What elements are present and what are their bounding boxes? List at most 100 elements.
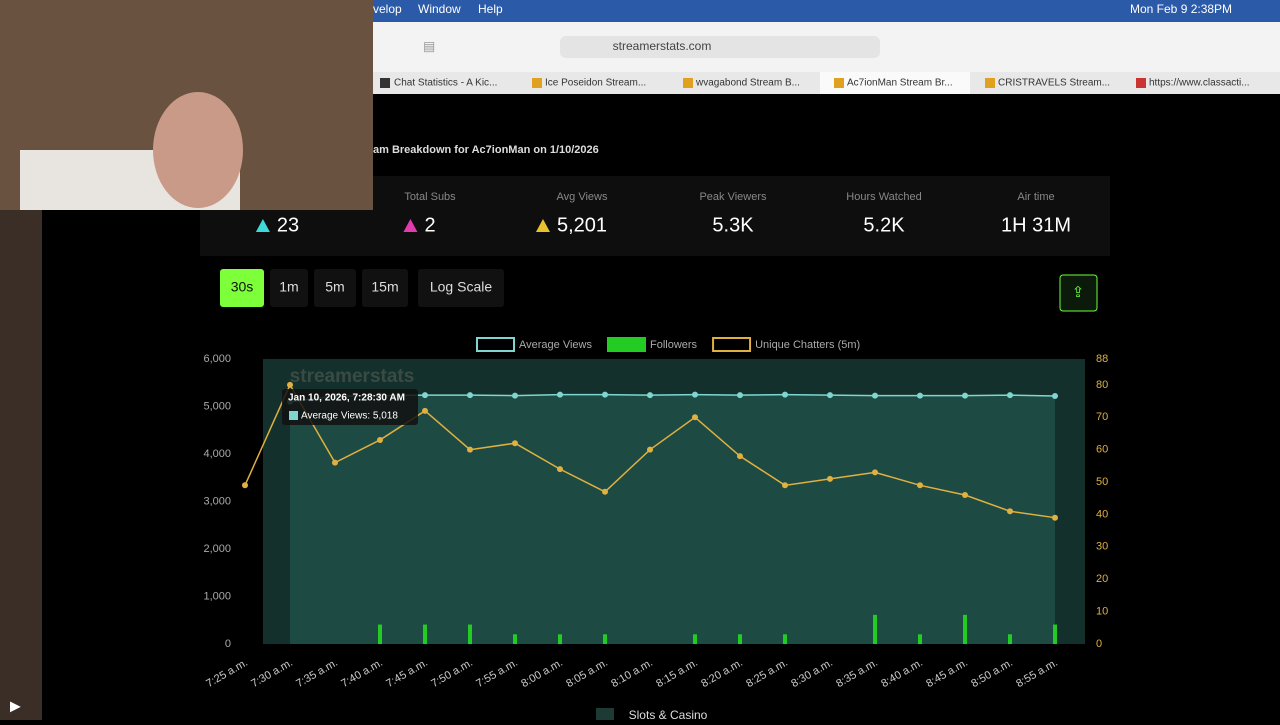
range-button[interactable] <box>314 269 356 307</box>
point[interactable] <box>1007 508 1013 515</box>
point[interactable] <box>467 446 473 453</box>
point[interactable] <box>1007 392 1013 399</box>
point[interactable] <box>602 391 608 398</box>
x-tick-label: 8:30 a.m. <box>789 657 835 690</box>
tab-title[interactable]: https://www.classacti... <box>1149 78 1250 89</box>
y-tick-label: 4,000 <box>203 448 231 460</box>
point[interactable] <box>692 391 698 398</box>
tooltip <box>282 389 418 425</box>
range-button-label[interactable]: 1m <box>279 279 298 295</box>
bar <box>738 634 742 644</box>
bar <box>873 614 877 644</box>
y2-tick-label: 40 <box>1096 508 1108 520</box>
range-button[interactable] <box>270 269 308 307</box>
range-button-label[interactable]: 30s <box>231 279 254 295</box>
point[interactable] <box>782 391 788 398</box>
point[interactable] <box>422 392 428 399</box>
point[interactable] <box>242 482 248 489</box>
sidebar-icon[interactable]: ▤ <box>423 38 435 53</box>
point[interactable] <box>557 391 563 398</box>
point[interactable] <box>782 482 788 489</box>
point[interactable] <box>422 407 428 414</box>
point[interactable] <box>737 392 743 399</box>
tab-title[interactable]: Chat Statistics - A Kic... <box>394 78 497 89</box>
area-fill <box>290 394 1055 644</box>
export-icon[interactable]: ⇪ <box>1072 284 1085 301</box>
point[interactable] <box>377 436 383 443</box>
legend-label[interactable]: Followers <box>650 339 698 351</box>
point[interactable] <box>1052 393 1058 400</box>
x-tick-label: 8:50 a.m. <box>969 657 1015 690</box>
range-button[interactable] <box>362 269 408 307</box>
y-tick-label: 3,000 <box>203 495 231 507</box>
menu-item[interactable]: Window <box>418 2 461 16</box>
point[interactable] <box>512 440 518 447</box>
tab-title[interactable]: Ac7ionMan Stream Br... <box>847 78 953 89</box>
tab-favicon <box>1136 78 1146 88</box>
tab-title[interactable]: Ice Poseidon Stream... <box>545 78 646 89</box>
range-button-label[interactable]: 5m <box>325 279 344 295</box>
legend-label[interactable]: Unique Chatters (5m) <box>755 339 860 351</box>
point[interactable] <box>557 466 563 473</box>
menu-item[interactable]: Help <box>478 2 503 16</box>
y-tick-label: 2,000 <box>203 543 231 555</box>
point[interactable] <box>1052 514 1058 521</box>
footer-label: Slots & Casino <box>629 708 708 720</box>
clock: Mon Feb 9 2:38PM <box>1130 2 1232 16</box>
active-tab[interactable] <box>820 72 970 94</box>
y2-tick-label: 60 <box>1096 444 1108 456</box>
point[interactable] <box>827 475 833 482</box>
point[interactable] <box>827 392 833 399</box>
stat-label: Hours Watched <box>846 191 921 203</box>
tab-title[interactable]: wvagabond Stream B... <box>695 78 800 89</box>
bar <box>468 624 472 644</box>
legend-swatch[interactable] <box>476 337 515 352</box>
point[interactable] <box>647 392 653 399</box>
point[interactable] <box>692 414 698 421</box>
trend-icon <box>535 219 550 232</box>
bar <box>1053 624 1057 644</box>
x-tick-label: 8:55 a.m. <box>1014 657 1060 690</box>
point[interactable] <box>962 492 968 499</box>
x-tick-label: 8:15 a.m. <box>654 657 700 690</box>
legend-swatch[interactable] <box>712 337 752 352</box>
point[interactable] <box>647 446 653 453</box>
tab-favicon <box>683 78 693 88</box>
url[interactable]: streamerstats.com <box>613 39 712 53</box>
range-button-label[interactable]: Log Scale <box>430 279 492 295</box>
y-tick-label: 1,000 <box>203 590 231 602</box>
bar <box>603 634 607 644</box>
point[interactable] <box>917 392 923 399</box>
tooltip-text: Average Views: 5,018 <box>301 411 398 422</box>
point[interactable] <box>872 392 878 399</box>
point[interactable] <box>872 469 878 476</box>
x-tick-label: 8:10 a.m. <box>609 657 655 690</box>
point[interactable] <box>737 453 743 460</box>
address-bar[interactable] <box>560 36 880 58</box>
y2-tick-label: 0 <box>1096 638 1102 650</box>
point[interactable] <box>332 459 338 466</box>
point[interactable] <box>287 381 293 388</box>
export-button[interactable] <box>1059 274 1098 312</box>
tooltip-title: Jan 10, 2026, 7:28:30 AM <box>288 393 405 404</box>
play-icon[interactable]: ▶ <box>10 698 21 714</box>
tab-title[interactable]: CRISTRAVELS Stream... <box>998 78 1110 89</box>
point[interactable] <box>962 392 968 399</box>
y-tick-label: 6,000 <box>203 353 231 365</box>
menu-item[interactable]: velop <box>373 2 402 16</box>
trend-icon <box>403 219 418 232</box>
range-button-label[interactable]: 15m <box>371 279 398 295</box>
legend-label[interactable]: Average Views <box>519 339 592 351</box>
bar <box>1008 634 1012 644</box>
point[interactable] <box>602 488 608 495</box>
legend-swatch[interactable] <box>606 337 646 352</box>
point[interactable] <box>512 392 518 399</box>
point[interactable] <box>467 392 473 399</box>
range-button[interactable] <box>418 269 504 307</box>
stat-value: 1H 31M <box>1001 214 1071 236</box>
point[interactable] <box>917 482 923 489</box>
range-button[interactable] <box>220 269 264 307</box>
tooltip-swatch <box>289 411 298 420</box>
bar <box>918 634 922 644</box>
